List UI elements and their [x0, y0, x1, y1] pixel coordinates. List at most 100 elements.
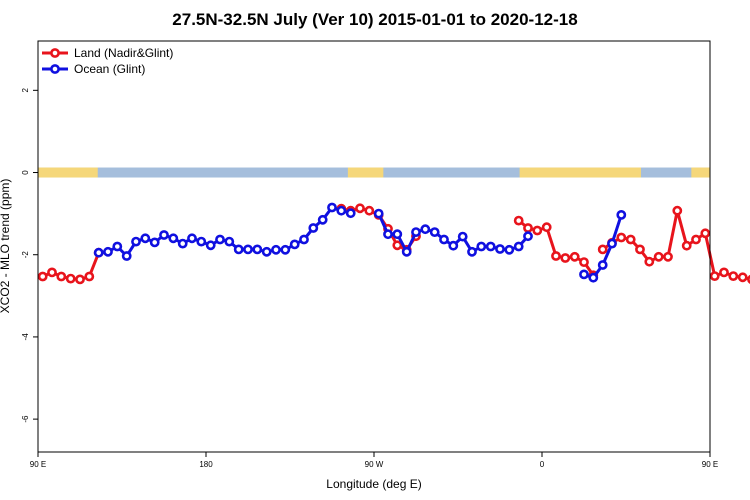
ocean-data-point: [317, 214, 328, 225]
x-tick-label: 0: [540, 460, 545, 469]
ocean-data-point: [411, 227, 421, 237]
land-data-point: [728, 271, 739, 281]
legend-land-label: Land (Nadir&Glint): [74, 46, 173, 60]
land-data-point: [56, 271, 67, 282]
ocean-data-point: [261, 246, 272, 257]
land-data-point: [672, 205, 683, 216]
y-tick-label: 0: [21, 170, 30, 175]
y-tick-label: -6: [21, 415, 30, 423]
ocean-data-point: [383, 229, 393, 240]
land-data-point: [625, 234, 636, 245]
ocean-data-point: [224, 236, 235, 247]
ocean-data-point: [420, 224, 431, 235]
ocean-data-point: [131, 236, 141, 247]
ocean-data-point: [187, 233, 197, 244]
land-data-point: [635, 244, 645, 255]
ocean-data-point: [607, 238, 617, 249]
land-data-point: [691, 234, 701, 245]
land-data-point: [551, 251, 561, 261]
ocean-data-point: [243, 244, 253, 255]
chart-title: 27.5N-32.5N July (Ver 10) 2015-01-01 to …: [172, 10, 577, 29]
ocean-data-point: [149, 237, 160, 248]
land-data-point: [541, 222, 552, 233]
y-axis-label: XCO2 - MLO trend (ppm): [0, 179, 12, 314]
land-data-point: [65, 273, 76, 284]
land-data-point: [653, 251, 664, 262]
x-axis: 90 E 180 90 W 0 90 E: [30, 452, 718, 469]
ocean-data-point: [597, 260, 608, 270]
ocean-data-point: [112, 241, 123, 252]
ocean-data-point: [401, 246, 412, 257]
land-data-point: [663, 251, 673, 262]
ocean-data-point: [299, 234, 309, 245]
ocean-data-point: [336, 205, 347, 216]
ocean-data-point: [159, 230, 169, 240]
ocean-data-point: [523, 231, 533, 242]
y-tick-label: -2: [21, 251, 30, 259]
land-data-point: [616, 232, 627, 243]
x-axis-label: Longitude (deg E): [326, 477, 421, 491]
ocean-data-point: [177, 238, 188, 249]
ocean-data-point: [513, 241, 524, 252]
land-data-point: [644, 256, 655, 267]
ocean-data-point: [373, 208, 384, 219]
ocean-data-point: [327, 202, 337, 213]
ocean-data-point: [579, 269, 589, 280]
land-data-point: [700, 228, 711, 239]
land-strip-segment: [38, 167, 98, 178]
x-tick-label: 90 E: [702, 460, 718, 469]
ocean-data-point: [588, 272, 599, 283]
ocean-data-point: [485, 241, 496, 252]
ocean-data-point: [271, 244, 281, 255]
ocean-data-point: [429, 227, 440, 237]
x-tick-label: 180: [199, 460, 213, 469]
ocean-data-point: [215, 234, 225, 245]
land-data-point: [47, 267, 57, 278]
ocean-data-point: [121, 251, 132, 261]
ocean-data-point: [196, 236, 207, 247]
ocean-data-point: [467, 246, 477, 257]
land-data-point: [523, 223, 533, 233]
land-strip-segment: [347, 167, 384, 178]
ocean-data-point: [616, 209, 627, 220]
ocean-data-point: [448, 240, 459, 251]
ocean-data-point: [103, 246, 113, 257]
ocean-data-point: [233, 244, 244, 255]
ocean-data-point: [93, 247, 104, 258]
legend-ocean-marker: [50, 64, 60, 74]
legend-ocean-label: Ocean (Glint): [74, 62, 145, 76]
plot-area: [37, 167, 750, 285]
ocean-data-point: [345, 208, 356, 219]
ocean-data-point: [205, 240, 216, 251]
ocean-data-point: [495, 244, 505, 254]
ocean-data-point: [168, 233, 179, 244]
ocean-data-point: [308, 223, 319, 233]
land-data-point: [364, 205, 375, 216]
land-series-line: [601, 209, 750, 281]
ocean-data-point: [289, 239, 300, 250]
land-data-point: [75, 274, 85, 285]
land-data-point: [513, 215, 524, 226]
ocean-data-point: [457, 231, 468, 242]
land-strip-segment: [691, 167, 710, 178]
ocean-data-point: [140, 233, 151, 244]
land-data-point: [355, 203, 365, 214]
land-data-point: [709, 271, 720, 281]
land-data-point: [597, 244, 608, 255]
land-data-point: [569, 251, 580, 262]
ocean-data-point: [476, 241, 487, 252]
x-tick-label: 90 W: [365, 460, 384, 469]
y-axis: 2 0 -2 -4 -6: [21, 88, 38, 423]
land-data-point: [719, 267, 729, 278]
land-data-point: [84, 271, 95, 282]
land-strip-segment: [519, 167, 641, 178]
ocean-data-point: [504, 244, 515, 255]
land-data-point: [532, 225, 543, 236]
ocean-data-point: [392, 229, 403, 240]
ocean-data-point: [252, 244, 263, 255]
x-tick-label: 90 E: [30, 460, 46, 469]
land-data-point: [560, 253, 571, 263]
legend-land-marker: [50, 48, 60, 58]
